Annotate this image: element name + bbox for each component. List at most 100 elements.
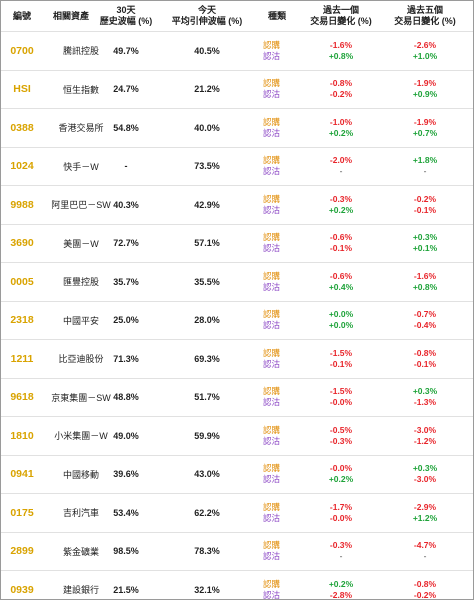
call-label: 認購 (263, 193, 281, 204)
warrant-types: 認購 認沽 (263, 302, 293, 340)
warrant-types: 認購 認沽 (263, 533, 293, 571)
change-1d-put: -0.1% (329, 243, 353, 254)
asset-code[interactable]: 3690 (10, 237, 34, 250)
asset-name: 美團－W (63, 238, 99, 249)
change-1d-call: -2.0% (329, 155, 353, 166)
change-1d-put: -0.0% (329, 397, 353, 408)
call-label: 認購 (263, 116, 281, 127)
implied-volatility: 35.5% (194, 276, 220, 287)
change-1d-put: -2.8% (329, 589, 353, 600)
change-5d-put: -0.1% (413, 358, 437, 369)
table-row: 9988 阿里巴巴－SW 40.3% 42.9% 認購 認沽 -0.3% +0.2% -0.2%… (1, 185, 473, 224)
put-label: 認沽 (263, 320, 281, 331)
change-5d-put: - (423, 166, 427, 177)
asset-code[interactable]: 1810 (10, 429, 34, 442)
change-1d: -1.5% -0.0% (311, 379, 371, 417)
implied-volatility: 21.2% (194, 84, 220, 95)
warrant-types: 認購 認沽 (263, 263, 293, 301)
put-label: 認沽 (263, 243, 281, 254)
change-1d-call: -1.5% (329, 386, 353, 397)
change-5d: -0.7% -0.4% (395, 302, 455, 340)
change-5d-put: -0.1% (413, 204, 437, 215)
change-5d-put: -1.3% (413, 397, 437, 408)
call-label: 認購 (263, 309, 281, 320)
table-row: 0005 匯豐控股 35.7% 35.5% 認購 認沽 -0.6% +0.4% -1.6% +0.… (1, 262, 473, 301)
change-1d-call: -0.0% (329, 463, 353, 474)
table-row: 1211 比亞迪股份 71.3% 69.3% 認購 認沽 -1.5% -0.1% -0.8% -0… (1, 339, 473, 378)
asset-code[interactable]: 0939 (10, 583, 34, 596)
asset-code[interactable]: 9988 (10, 198, 34, 211)
put-label: 認沽 (263, 358, 281, 369)
change-5d-call: -0.8% (413, 347, 437, 358)
change-1d: -1.6% +0.8% (311, 32, 371, 70)
warrant-types: 認購 認沽 (263, 186, 293, 224)
change-5d-put: +0.8% (412, 281, 438, 292)
asset-code[interactable]: 0700 (10, 44, 34, 57)
warrant-types: 認購 認沽 (263, 109, 293, 147)
table-row: 1810 小米集團－W 49.0% 59.9% 認購 認沽 -0.5% -0.3% -3.0% -… (1, 416, 473, 455)
asset-code[interactable]: HSI (13, 83, 31, 96)
change-1d-call: -0.8% (329, 78, 353, 89)
historical-volatility: 49.7% (113, 45, 139, 56)
change-5d: -0.8% -0.2% (395, 571, 455, 609)
asset-code[interactable]: 0941 (10, 468, 34, 481)
change-1d: -0.6% +0.4% (311, 263, 371, 301)
asset-code[interactable]: 0005 (10, 275, 34, 288)
change-5d-put: - (423, 551, 427, 562)
header-d5: 過去五個 交易日變化 (%) (394, 5, 456, 26)
change-1d-call: +0.0% (328, 309, 354, 320)
table-row: 2899 紫金礦業 98.5% 78.3% 認購 認沽 -0.3% - -4.7% - (1, 531, 473, 571)
warrant-types: 認購 認沽 (263, 32, 293, 70)
asset-code[interactable]: 2899 (10, 545, 34, 558)
historical-volatility: 72.7% (113, 238, 139, 249)
asset-name: 騰訊控股 (62, 46, 99, 57)
change-1d: -1.5% -0.1% (311, 340, 371, 378)
header-code: 編號 (12, 10, 31, 21)
change-5d-put: +0.1% (412, 243, 438, 254)
warrant-types: 認購 認沽 (263, 148, 293, 186)
put-label: 認沽 (263, 281, 281, 292)
asset-code[interactable]: 1024 (10, 160, 34, 173)
put-label: 認沽 (263, 50, 281, 61)
warrant-types: 認購 認沽 (263, 494, 293, 532)
change-5d-call: -3.0% (413, 424, 437, 435)
implied-volatility: 43.0% (194, 469, 220, 480)
put-label: 認沽 (263, 166, 281, 177)
table-row: 0939 建設銀行 21.5% 32.1% 認購 認沽 +0.2% -2.8% -0.8% -0.… (1, 570, 473, 609)
change-1d-call: -0.6% (329, 270, 353, 281)
change-1d-put: +0.4% (328, 281, 354, 292)
implied-volatility: 69.3% (194, 353, 220, 364)
implied-volatility: 62.2% (194, 507, 220, 518)
table-row: 0175 吉利汽車 53.4% 62.2% 認購 認沽 -1.7% -0.0% -2.9% +1.… (1, 493, 473, 532)
put-label: 認沽 (263, 127, 281, 138)
change-1d-put: +0.2% (328, 127, 354, 138)
implied-volatility: 40.5% (194, 45, 220, 56)
change-5d-call: +0.3% (412, 232, 438, 243)
historical-volatility: - (124, 161, 128, 172)
historical-volatility: 53.4% (113, 507, 139, 518)
change-1d-put: - (339, 551, 343, 562)
asset-name: 匯豐控股 (62, 277, 99, 288)
call-label: 認購 (263, 386, 281, 397)
change-5d: -0.2% -0.1% (395, 186, 455, 224)
header-d1: 過去一個 交易日變化 (%) (310, 5, 372, 26)
header-type: 種類 (267, 10, 286, 21)
put-label: 認沽 (263, 589, 281, 600)
asset-code[interactable]: 9618 (10, 391, 34, 404)
change-5d-call: -0.8% (413, 578, 437, 589)
implied-volatility: 28.0% (194, 315, 220, 326)
asset-code[interactable]: 1211 (10, 352, 34, 365)
asset-name: 阿里巴巴－SW (51, 200, 111, 211)
asset-code[interactable]: 0388 (10, 121, 34, 134)
warrant-types: 認購 認沽 (263, 571, 293, 609)
put-label: 認沽 (263, 397, 281, 408)
change-5d: -1.9% +0.7% (395, 109, 455, 147)
implied-volatility: 32.1% (194, 584, 220, 595)
change-5d-put: +0.7% (412, 127, 438, 138)
historical-volatility: 48.8% (113, 392, 139, 403)
asset-code[interactable]: 2318 (10, 314, 34, 327)
asset-code[interactable]: 0175 (10, 506, 34, 519)
put-label: 認沽 (263, 435, 281, 446)
table-row: HSI 恒生指數 24.7% 21.2% 認購 認沽 -0.8% -0.2% -1.9% +0.9… (1, 69, 473, 109)
